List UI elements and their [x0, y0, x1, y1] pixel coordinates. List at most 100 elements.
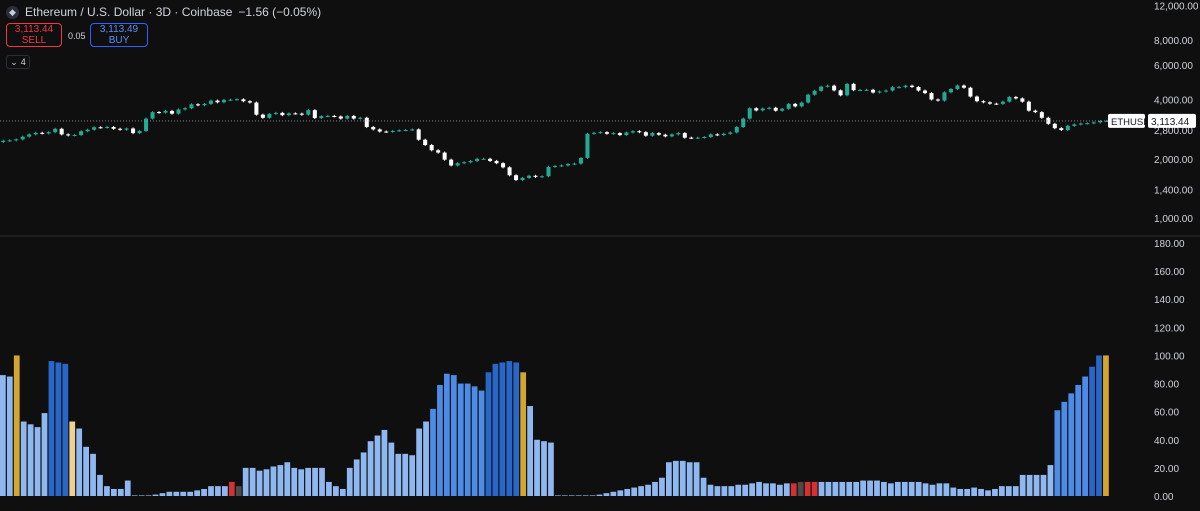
histogram-bar	[263, 469, 270, 496]
candle	[786, 103, 791, 109]
candle	[540, 176, 545, 178]
histogram-bar	[839, 481, 846, 496]
candle	[202, 103, 207, 106]
candle	[728, 132, 733, 134]
histogram-bar	[131, 495, 138, 496]
price-axis-tick: 12,000.00	[1154, 1, 1199, 12]
histogram-bar	[1012, 486, 1019, 496]
candle	[72, 135, 77, 137]
histogram-bar	[520, 372, 527, 496]
candle	[488, 158, 493, 161]
histogram-bar	[471, 386, 478, 496]
candle	[578, 157, 583, 164]
candle	[40, 132, 45, 134]
candle	[507, 167, 512, 176]
candle	[819, 86, 824, 91]
histogram-bar	[346, 467, 353, 496]
candle	[1072, 124, 1077, 126]
candle	[144, 118, 149, 131]
candle	[260, 114, 265, 118]
candle	[1000, 101, 1005, 104]
histogram-bar	[652, 481, 658, 496]
histogram-bar	[187, 491, 194, 496]
histogram-bar	[298, 469, 305, 496]
histogram-bar	[742, 484, 749, 496]
histogram-bar	[541, 441, 547, 496]
indicator-histogram[interactable]	[0, 355, 1109, 496]
candle	[559, 165, 564, 167]
candle	[994, 103, 999, 105]
candle	[1052, 123, 1057, 129]
price-chart[interactable]	[0, 82, 1140, 182]
histogram-bar	[360, 452, 367, 496]
histogram-bar	[804, 481, 811, 496]
histogram-bar	[478, 390, 485, 496]
histogram-bar	[111, 488, 117, 496]
candle	[760, 108, 765, 111]
histogram-bar	[277, 465, 284, 496]
buy-price: 3,113.49	[99, 24, 139, 35]
candle	[1007, 96, 1012, 102]
candle	[929, 93, 934, 100]
candle	[656, 133, 661, 135]
histogram-bar	[811, 481, 818, 496]
chevron-down-icon: ⌄	[10, 56, 18, 67]
histogram-bar	[763, 483, 769, 496]
symbol-title[interactable]: Ethereum / U.S. Dollar · 3D · Coinbase	[25, 5, 233, 19]
histogram-bar	[457, 383, 464, 496]
histogram-bar	[83, 446, 89, 496]
candle	[773, 107, 778, 111]
histogram-bar	[76, 428, 83, 496]
histogram-bar	[749, 483, 755, 496]
candle	[124, 128, 129, 130]
candle	[462, 162, 467, 164]
candle	[715, 134, 720, 136]
indicator-axis-tick: 0.00	[1154, 492, 1174, 503]
candle	[494, 160, 499, 164]
candle	[215, 100, 220, 103]
histogram-bar	[693, 462, 700, 496]
histogram-bar	[41, 413, 48, 496]
histogram-bar	[104, 486, 110, 496]
candle	[53, 128, 58, 133]
candle	[254, 102, 259, 115]
histogram-bar	[395, 453, 402, 496]
histogram-bar	[62, 363, 69, 496]
histogram-bar	[818, 481, 825, 496]
histogram-bar	[215, 486, 221, 496]
candle	[948, 89, 953, 93]
candle	[429, 144, 434, 151]
histogram-bar	[180, 491, 187, 496]
candle	[92, 127, 97, 130]
histogram-bar	[173, 491, 180, 496]
histogram-bar	[0, 375, 6, 496]
histogram-bar	[333, 486, 339, 496]
buy-button[interactable]: 3,113.49 BUY	[90, 23, 148, 47]
sell-button[interactable]: 3,113.44 SELL	[6, 23, 62, 47]
candle	[319, 116, 324, 119]
candle	[734, 127, 739, 133]
histogram-bar	[672, 460, 679, 496]
buy-label: BUY	[108, 35, 130, 46]
price-axis[interactable]: 12,000.00 8,000.00 6,000.00 4,000.00 2,800.0…	[1108, 1, 1199, 503]
indicators-count: 4	[20, 57, 26, 67]
histogram-bar	[222, 486, 228, 496]
candle	[825, 85, 830, 87]
histogram-bar	[34, 427, 41, 496]
last-price-tag: 3,113.44	[1151, 117, 1190, 128]
candle	[98, 127, 103, 129]
candle	[799, 102, 804, 107]
candle	[1039, 112, 1044, 118]
histogram-bar	[1089, 366, 1095, 496]
histogram-bar	[138, 495, 145, 496]
candle	[1091, 122, 1096, 124]
histogram-bar	[1026, 474, 1033, 496]
histogram-bar	[152, 494, 159, 496]
histogram-bar	[235, 486, 242, 496]
histogram-bar	[1033, 474, 1040, 496]
candle	[624, 132, 629, 136]
histogram-bar	[985, 490, 991, 496]
indicators-toggle[interactable]: ⌄ 4	[6, 55, 30, 69]
candle	[286, 113, 291, 116]
